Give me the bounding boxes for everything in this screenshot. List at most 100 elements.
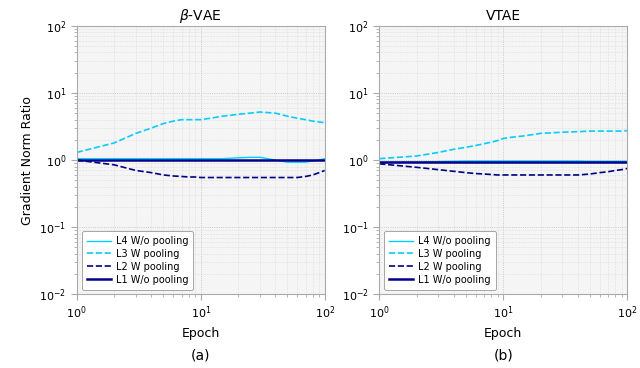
- L3 W pooling: [450, 147, 458, 152]
- L2 W pooling: [509, 173, 517, 177]
- L2 W pooling: [604, 170, 612, 174]
- L2 W pooling: [207, 175, 214, 180]
- L1 W/o pooling: [207, 158, 214, 162]
- L3 W pooling: [493, 138, 501, 143]
- L1 W/o pooling: [618, 160, 625, 164]
- L4 W/o pooling: [197, 156, 205, 161]
- L1 W/o pooling: [462, 160, 470, 164]
- L1 W/o pooling: [178, 158, 186, 162]
- L4 W/o pooling: [618, 159, 625, 163]
- L3 W pooling: [132, 131, 140, 135]
- L2 W pooling: [462, 170, 470, 175]
- L1 W/o pooling: [548, 160, 556, 164]
- Line: L3 W pooling: L3 W pooling: [77, 112, 324, 152]
- L2 W pooling: [623, 166, 631, 171]
- L2 W pooling: [537, 173, 545, 177]
- L3 W pooling: [309, 119, 317, 123]
- L2 W pooling: [293, 175, 301, 180]
- Line: L4 W/o pooling: L4 W/o pooling: [77, 157, 324, 162]
- L2 W pooling: [170, 174, 177, 178]
- L1 W/o pooling: [499, 160, 507, 164]
- L4 W/o pooling: [271, 158, 279, 162]
- L2 W pooling: [185, 175, 193, 179]
- L2 W pooling: [178, 174, 186, 179]
- Legend: L4 W/o pooling, L3 W pooling, L2 W pooling, L1 W/o pooling: L4 W/o pooling, L3 W pooling, L2 W pooli…: [82, 231, 193, 290]
- L1 W/o pooling: [197, 158, 205, 162]
- L3 W pooling: [435, 150, 442, 155]
- L4 W/o pooling: [284, 160, 291, 164]
- L4 W/o pooling: [548, 159, 556, 163]
- L2 W pooling: [246, 175, 254, 180]
- L1 W/o pooling: [493, 160, 501, 164]
- L3 W pooling: [623, 128, 631, 133]
- L3 W pooling: [462, 145, 470, 149]
- L4 W/o pooling: [413, 160, 420, 164]
- L2 W pooling: [309, 173, 317, 177]
- L1 W/o pooling: [148, 158, 156, 162]
- L4 W/o pooling: [376, 160, 383, 165]
- L2 W pooling: [472, 171, 479, 176]
- L2 W pooling: [159, 173, 167, 177]
- L2 W pooling: [132, 168, 140, 173]
- L3 W pooling: [574, 130, 582, 134]
- Line: L2 W pooling: L2 W pooling: [77, 160, 324, 177]
- L1 W/o pooling: [256, 158, 264, 162]
- L2 W pooling: [574, 173, 582, 177]
- L4 W/o pooling: [596, 159, 604, 163]
- L3 W pooling: [480, 142, 488, 146]
- L4 W/o pooling: [246, 155, 254, 159]
- L1 W/o pooling: [413, 160, 420, 164]
- L2 W pooling: [301, 174, 309, 179]
- L1 W/o pooling: [611, 160, 619, 164]
- L2 W pooling: [413, 165, 420, 170]
- L4 W/o pooling: [234, 156, 242, 160]
- L4 W/o pooling: [73, 156, 81, 161]
- L3 W pooling: [413, 154, 420, 158]
- L4 W/o pooling: [207, 156, 214, 161]
- L1 W/o pooling: [309, 158, 317, 162]
- L3 W pooling: [178, 117, 186, 122]
- L2 W pooling: [234, 175, 242, 180]
- L1 W/o pooling: [132, 158, 140, 162]
- L3 W pooling: [618, 129, 625, 133]
- L4 W/o pooling: [499, 159, 507, 163]
- L2 W pooling: [321, 168, 328, 173]
- L2 W pooling: [73, 158, 81, 162]
- L3 W pooling: [559, 130, 566, 134]
- L1 W/o pooling: [376, 160, 383, 164]
- L2 W pooling: [110, 163, 118, 167]
- L1 W/o pooling: [586, 160, 594, 164]
- L4 W/o pooling: [521, 159, 529, 163]
- L1 W/o pooling: [450, 160, 458, 164]
- L3 W pooling: [586, 129, 594, 133]
- L4 W/o pooling: [170, 156, 177, 161]
- L4 W/o pooling: [604, 159, 612, 163]
- Title: VTAE: VTAE: [486, 9, 521, 23]
- L2 W pooling: [596, 170, 604, 175]
- L1 W/o pooling: [537, 160, 545, 164]
- L1 W/o pooling: [574, 160, 582, 164]
- L2 W pooling: [499, 173, 507, 177]
- L1 W/o pooling: [110, 158, 118, 162]
- L2 W pooling: [611, 168, 619, 173]
- L3 W pooling: [499, 136, 507, 141]
- L1 W/o pooling: [234, 158, 242, 162]
- L2 W pooling: [450, 169, 458, 174]
- L3 W pooling: [537, 131, 545, 135]
- L4 W/o pooling: [321, 156, 328, 161]
- L1 W/o pooling: [159, 158, 167, 162]
- L4 W/o pooling: [509, 159, 517, 163]
- L4 W/o pooling: [132, 156, 140, 161]
- Title: $\beta$-VAE: $\beta$-VAE: [179, 7, 222, 25]
- L4 W/o pooling: [110, 156, 118, 161]
- L3 W pooling: [197, 117, 205, 122]
- L4 W/o pooling: [293, 160, 301, 164]
- L4 W/o pooling: [450, 159, 458, 163]
- L4 W/o pooling: [178, 156, 186, 161]
- L3 W pooling: [110, 141, 118, 145]
- L3 W pooling: [548, 131, 556, 135]
- L3 W pooling: [611, 129, 619, 133]
- L4 W/o pooling: [480, 159, 488, 163]
- L3 W pooling: [219, 114, 227, 118]
- L4 W/o pooling: [611, 159, 619, 163]
